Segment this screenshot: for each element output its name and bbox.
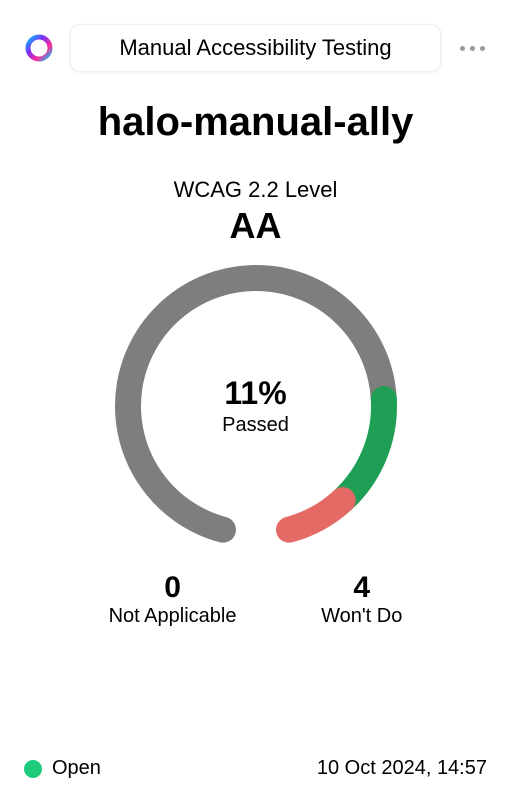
more-menu-icon[interactable] — [457, 46, 487, 51]
footer-left: Open — [24, 757, 101, 780]
stats-row: 0 Not Applicable 4 Won't Do — [24, 571, 487, 628]
title-chip-label: Manual Accessibility Testing — [119, 35, 391, 60]
wcag-level: AA — [24, 205, 487, 247]
donut-sublabel: Passed — [222, 414, 289, 437]
stat-label: Not Applicable — [109, 605, 237, 628]
donut-segment-green — [342, 399, 383, 500]
stat-wont-do: 4 Won't Do — [321, 571, 402, 628]
footer-timestamp: 10 Oct 2024, 14:57 — [317, 757, 487, 780]
title-chip[interactable]: Manual Accessibility Testing — [70, 24, 441, 72]
page-title: halo-manual-ally — [24, 100, 487, 145]
footer-row: Open 10 Oct 2024, 14:57 — [24, 757, 487, 780]
card: Manual Accessibility Testing halo-manual… — [0, 0, 511, 800]
header-row: Manual Accessibility Testing — [24, 24, 487, 72]
status-dot-icon — [24, 760, 42, 778]
stat-label: Won't Do — [321, 605, 402, 628]
stat-value: 0 — [109, 571, 237, 605]
status-label: Open — [52, 757, 101, 780]
stat-not-applicable: 0 Not Applicable — [109, 571, 237, 628]
donut-center: 11% Passed — [222, 375, 289, 437]
wcag-label: WCAG 2.2 Level — [24, 177, 487, 203]
donut-percent: 11% — [222, 375, 289, 412]
donut-chart: 11% Passed — [24, 261, 487, 551]
donut-segment-red — [288, 500, 342, 530]
stat-value: 4 — [321, 571, 402, 605]
logo-ring-icon — [24, 33, 54, 63]
